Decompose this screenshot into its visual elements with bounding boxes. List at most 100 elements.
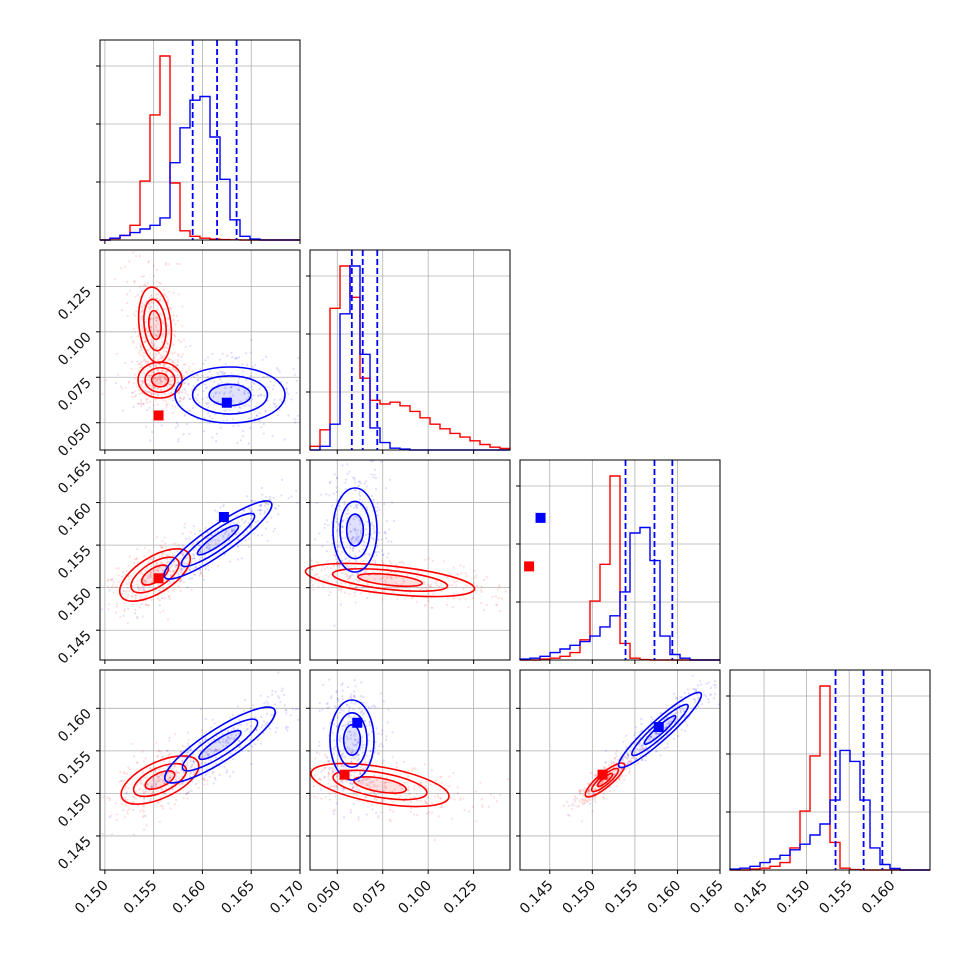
mode-marker [524,561,535,572]
scatter-point [171,412,174,415]
scatter-point [142,772,145,775]
scatter-point [258,388,261,391]
tick-label: 0.165 [687,878,727,918]
scatter-point [147,349,150,352]
scatter-point [159,796,162,799]
scatter-point [157,368,160,371]
scatter-point [355,504,358,507]
scatter-point [182,797,185,800]
scatter-point [139,810,142,813]
scatter-point [177,573,180,576]
scatter-point [471,597,475,600]
scatter-point [147,574,150,577]
scatter-point [324,795,327,799]
scatter-point [247,749,250,753]
scatter-point [430,802,433,805]
scatter-point [266,702,269,706]
scatter-point [245,352,248,355]
scatter-point [164,376,167,379]
scatter-point [353,702,356,705]
scatter-point [148,400,152,403]
scatter-point [253,382,256,385]
scatter-point [234,515,237,518]
scatter-point [146,378,149,381]
scatter-point [152,353,155,356]
scatter-point [143,798,146,801]
scatter-point [423,763,426,766]
scatter-point [453,798,456,801]
scatter-point [434,582,437,585]
scatter-point [475,584,478,588]
scatter-point [182,374,185,377]
scatter-point [150,341,153,344]
scatter-point [149,565,153,568]
scatter-point [149,576,152,579]
scatter-point [147,330,150,333]
scatter-point [155,334,158,337]
scatter-point [247,392,250,395]
scatter-point [159,611,162,614]
scatter-point [231,714,234,717]
scatter-point [228,391,231,394]
scatter-point [350,697,353,700]
scatter-point [245,379,248,382]
scatter-point [332,770,335,774]
scatter-point [123,609,126,613]
scatter-point [153,356,156,359]
scatter-point [181,398,184,401]
scatter-point [341,689,344,692]
scatter-point [154,347,157,350]
scatter-point [150,341,154,344]
scatter-point [482,608,486,612]
scatter-point [200,570,203,574]
scatter-point [234,356,238,359]
scatter-point [580,801,583,804]
scatter-point [152,264,155,267]
scatter-point [164,378,167,381]
scatter-point [586,800,589,803]
scatter-point [171,368,174,371]
scatter-point [336,529,339,532]
scatter-point [171,360,174,364]
scatter-point [416,792,419,795]
scatter-point [260,425,263,429]
scatter-point [392,590,395,593]
scatter-point [261,493,264,496]
scatter-point [168,580,171,583]
scatter-point [464,598,467,601]
scatter-point [143,282,146,286]
scatter-point [184,345,187,348]
scatter-point [365,480,368,483]
scatter-point [277,368,280,371]
scatter-point [317,585,320,588]
scatter-point [204,526,207,530]
scatter-point [193,533,197,536]
scatter-point [160,357,163,360]
scatter-point [141,381,144,385]
scatter-point [572,802,575,805]
scatter-point [140,366,143,369]
scatter-point [198,529,201,533]
scatter-point [686,724,689,727]
scatter-point [346,463,349,466]
scatter-point [127,787,130,790]
scatter-point [318,702,321,705]
scatter-point [156,322,159,325]
scatter-point [411,769,414,772]
scatter-point [204,761,207,765]
scatter-point [434,779,437,782]
scatter-point [608,790,612,793]
scatter-point [142,791,145,795]
scatter-point [269,498,272,501]
scatter-point [141,309,144,312]
scatter-point [152,569,155,573]
scatter-point [223,391,226,394]
tick-label: 0.125 [55,284,95,324]
scatter-point [157,352,160,355]
scatter-point [375,487,378,491]
scatter-point [149,792,152,795]
scatter-point [101,393,104,396]
scatter-point [362,548,365,551]
scatter-point [168,739,171,742]
quantile-lines [191,40,884,870]
